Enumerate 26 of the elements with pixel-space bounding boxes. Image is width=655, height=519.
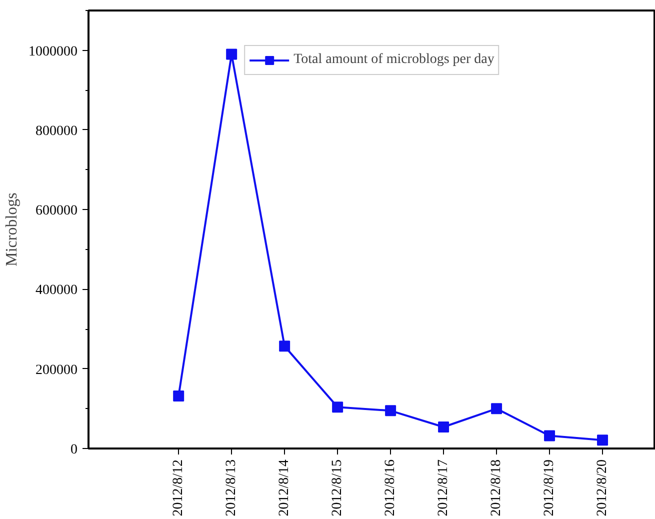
x-tick-label: 2012/8/19 — [542, 460, 558, 516]
point — [491, 403, 502, 414]
y-tick-label: 1000000 — [28, 44, 78, 60]
x-tick-label: 2012/8/15 — [330, 460, 346, 516]
x-tick-label: 2012/8/16 — [383, 460, 398, 516]
y-tick-label: 0 — [70, 442, 78, 458]
legend-label: Total amount of microblogs per day — [294, 52, 494, 68]
x-tick-label: 2012/8/12 — [171, 460, 186, 516]
point — [544, 430, 556, 442]
x-tick-label: 2012/8/20 — [595, 460, 610, 516]
point — [332, 402, 344, 413]
y-tick-label: 400000 — [36, 283, 78, 298]
y-tick-label: 200000 — [36, 362, 78, 378]
y-tick-label: 600000 — [36, 204, 78, 219]
x-tick-label: 2012/8/17 — [436, 460, 452, 516]
point — [226, 48, 238, 60]
x-tick-label: 2012/8/14 — [277, 460, 292, 516]
x-tick-label: 2012/8/18 — [489, 460, 504, 516]
point — [385, 405, 396, 416]
point — [438, 422, 450, 432]
point — [173, 390, 184, 402]
point — [597, 434, 608, 446]
y-axis-title: Microblogs — [4, 192, 20, 266]
point — [279, 340, 290, 352]
x-tick-label: 2012/8/13 — [224, 460, 240, 516]
y-tick-label: 800000 — [36, 124, 78, 139]
